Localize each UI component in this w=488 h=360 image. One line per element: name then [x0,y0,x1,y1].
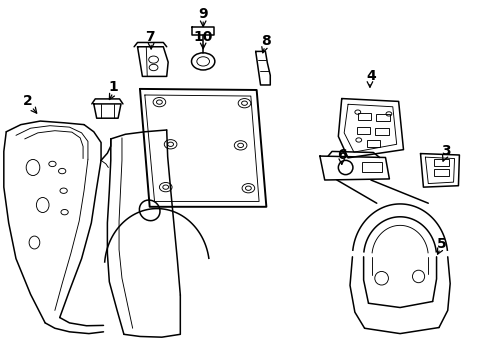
Text: 5: 5 [436,237,446,251]
Text: 1: 1 [108,80,118,94]
Text: 7: 7 [144,30,154,44]
Text: 10: 10 [193,30,212,44]
Text: 8: 8 [261,34,271,48]
Text: 4: 4 [366,69,375,84]
Text: 9: 9 [198,7,207,21]
Text: 6: 6 [336,148,346,162]
Text: 2: 2 [23,94,33,108]
Text: 3: 3 [441,144,450,158]
